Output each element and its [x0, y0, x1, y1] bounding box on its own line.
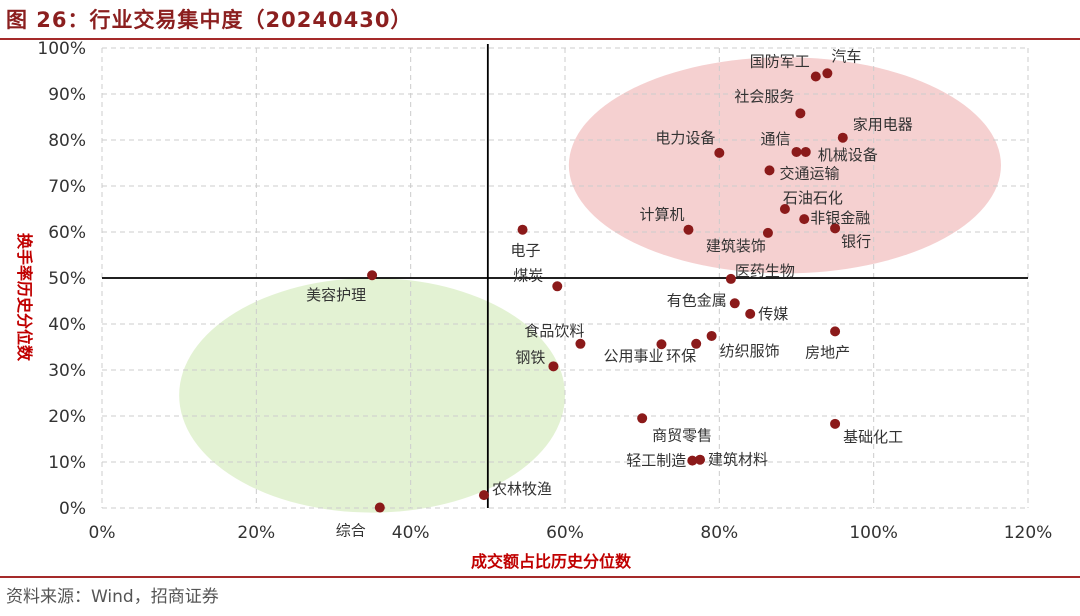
point-label-食品饮料: 食品饮料 — [524, 322, 584, 340]
point-label-纺织服饰: 纺织服饰 — [720, 342, 780, 360]
x-tick-label: 80% — [700, 523, 738, 543]
point-label-机械设备: 机械设备 — [818, 146, 878, 164]
point-纺织服饰 — [706, 330, 717, 341]
point-label-通信: 通信 — [760, 130, 790, 148]
point-label-煤炭: 煤炭 — [513, 266, 543, 284]
point-label-银行: 银行 — [841, 232, 871, 250]
reference-lines — [102, 44, 1028, 508]
x-tick-label: 20% — [237, 523, 275, 543]
figure-title: 图 26：行业交易集中度（20240430） — [6, 8, 413, 32]
point-label-轻工制造: 轻工制造 — [626, 452, 686, 470]
y-tick-label: 80% — [48, 131, 86, 151]
title-rule — [0, 38, 1080, 40]
point-轻工制造 — [687, 455, 698, 466]
point-layer — [367, 68, 848, 513]
point-公用事业 — [656, 339, 667, 350]
x-tick-label: 40% — [392, 523, 430, 543]
point-美容护理 — [367, 270, 378, 281]
x-tick-label: 120% — [1004, 523, 1053, 543]
y-tick-label: 10% — [48, 453, 86, 473]
y-tick-label: 60% — [48, 223, 86, 243]
point-机械设备 — [800, 146, 811, 157]
low-concentration-zone — [179, 278, 565, 513]
point-label-综合: 综合 — [336, 522, 366, 540]
point-国防军工 — [810, 71, 821, 82]
point-label-钢铁: 钢铁 — [515, 348, 545, 366]
point-交通运输 — [764, 165, 775, 176]
point-电子 — [517, 224, 528, 235]
point-label-汽车: 汽车 — [831, 47, 861, 65]
point-label-计算机: 计算机 — [639, 206, 684, 224]
y-tick-label: 50% — [48, 269, 86, 289]
x-tick-label: 0% — [89, 523, 116, 543]
point-label-非银金融: 非银金融 — [810, 209, 870, 227]
y-tick-label: 30% — [48, 361, 86, 381]
point-家用电器 — [837, 132, 848, 143]
point-label-公用事业: 公用事业 — [603, 347, 663, 365]
y-axis-title: 换手率历史分位数 — [15, 233, 34, 362]
point-label-传媒: 传媒 — [758, 305, 788, 323]
point-label-电力设备: 电力设备 — [655, 129, 715, 147]
point-煤炭 — [552, 281, 563, 292]
point-label-基础化工: 基础化工 — [843, 428, 903, 446]
x-tick-label: 100% — [849, 523, 898, 543]
point-汽车 — [822, 68, 833, 79]
point-label-国防军工: 国防军工 — [750, 53, 810, 71]
point-社会服务 — [795, 108, 806, 119]
y-tick-label: 40% — [48, 315, 86, 335]
point-label-有色金属: 有色金属 — [667, 291, 727, 309]
y-tick-label: 0% — [59, 499, 86, 519]
point-银行 — [830, 223, 841, 234]
point-通信 — [791, 146, 802, 157]
point-label-农林牧渔: 农林牧渔 — [492, 480, 552, 498]
point-label-电子: 电子 — [511, 242, 541, 260]
point-石油石化 — [779, 204, 790, 214]
high-concentration-zone — [568, 57, 1001, 274]
point-label-商贸零售: 商贸零售 — [652, 426, 712, 444]
zone-layer — [179, 57, 1001, 513]
y-tick-label: 20% — [48, 407, 86, 427]
x-axis-title: 成交额占比历史分位数 — [471, 552, 632, 571]
point-钢铁 — [548, 361, 559, 372]
point-label-环保: 环保 — [666, 347, 696, 365]
x-tick-label: 60% — [546, 523, 584, 543]
point-商贸零售 — [637, 413, 648, 424]
point-计算机 — [683, 224, 694, 235]
point-label-房地产: 房地产 — [805, 343, 850, 361]
point-有色金属 — [729, 298, 740, 309]
point-建筑装饰 — [762, 227, 773, 238]
point-label-建筑装饰: 建筑装饰 — [706, 237, 766, 255]
point-综合 — [374, 502, 385, 513]
y-tick-label: 90% — [48, 85, 86, 105]
point-环保 — [691, 338, 702, 349]
source-note: 资料来源：Wind，招商证券 — [6, 587, 219, 607]
point-label-石油石化: 石油石化 — [783, 189, 843, 207]
point-基础化工 — [830, 418, 841, 429]
point-label-社会服务: 社会服务 — [734, 87, 794, 105]
point-label-美容护理: 美容护理 — [306, 286, 366, 304]
tick-layer: 0% 20% 40% 60% 80% 100% 120% 0% 10% 20% 30% 40% 50% 6… — [37, 39, 1052, 543]
point-label-家用电器: 家用电器 — [853, 116, 913, 134]
y-tick-label: 70% — [48, 177, 86, 197]
point-非银金融 — [799, 214, 810, 225]
source-rule — [0, 576, 1080, 578]
point-传媒 — [745, 308, 756, 319]
point-建筑材料 — [695, 454, 706, 465]
point-食品饮料 — [575, 338, 586, 349]
point-医药生物 — [725, 273, 736, 284]
point-电力设备 — [714, 147, 725, 158]
scatter-chart: 0% 20% 40% 60% 80% 100% 120% 0% 10% 20% 30% 40% 50% 6… — [15, 39, 1052, 571]
point-label-建筑材料: 建筑材料 — [708, 451, 768, 469]
y-tick-label: 100% — [37, 39, 86, 59]
point-农林牧渔 — [478, 490, 489, 501]
point-label-交通运输: 交通运输 — [779, 164, 839, 182]
point-房地产 — [830, 326, 841, 337]
point-label-医药生物: 医药生物 — [735, 262, 795, 280]
